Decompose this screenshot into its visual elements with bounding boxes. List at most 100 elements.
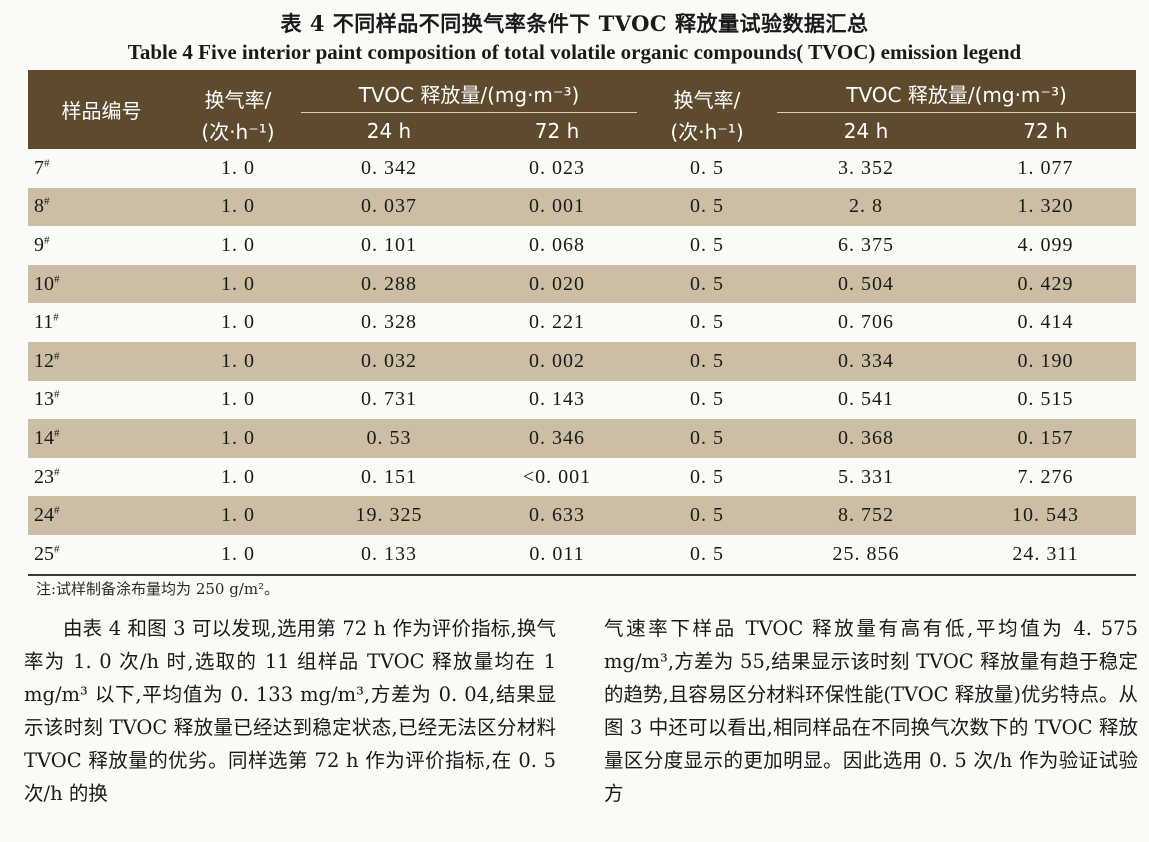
cell-24h-b: 0. 504 [777,264,956,304]
header-rate-b-unit: (次·h⁻¹) [637,112,778,149]
sample-number: 8 [34,195,44,218]
cell-72h-b: 0. 414 [1017,311,1074,334]
sample-mark: # [54,350,60,363]
cell-rate-b: 0. 5 [637,187,778,227]
sample-number: 10 [34,272,54,295]
cell-24h-b: 2. 8 [777,187,956,227]
table-body: 7# 1. 0 0. 342 0. 023 0. 5 3. 352 1. 077 8# 1. 0… [28,149,1137,576]
cell-24h-b: 8. 752 [777,496,956,535]
cell-72h-b: 10. 543 [955,496,1137,535]
cell-24h-a: 0. 032 [301,341,477,381]
sample-mark: # [54,465,60,478]
sample-mark: # [54,504,60,517]
header-rate-b: 换气率/ [637,70,778,113]
table-caption-chinese: 表 4 不同样品不同换气率条件下 TVOC 释放量试验数据汇总 [280,11,869,36]
table-note: 注:试样制备涂布量均为 250 g/m²。 [36,580,280,598]
cell-24h-b: 0. 334 [777,341,956,381]
cell-24h-b: 5. 331 [838,465,895,488]
cell-rate-b: 0. 5 [637,264,778,304]
sample-number: 12 [34,349,54,372]
cell-24h-a: 0. 101 [361,233,417,256]
sample-mark: # [54,388,60,401]
header-rate-a: 换气率/ [175,70,301,113]
cell-24h-a: 0. 151 [361,465,417,488]
cell-sample-id: 7# [28,149,175,188]
cell-24h-b: 0. 368 [777,419,956,458]
cell-72h-b: 24. 311 [955,534,1137,576]
sample-mark: # [44,195,50,208]
cell-sample-id: 8# [28,187,175,227]
cell-24h-a: 19. 325 [301,496,477,535]
cell-rate-a: 1. 0 [221,233,255,256]
sample-number: 23 [34,465,54,488]
cell-72h-a: 0. 023 [529,156,585,179]
cell-sample-id: 10# [28,264,175,304]
cell-24h-a: 0. 037 [301,187,477,227]
sample-number: 14 [34,426,54,449]
header-tvoc-a: TVOC 释放量/(mg·m⁻³) [301,70,638,113]
cell-rate-a: 1. 0 [221,311,255,334]
cell-24h-b: 3. 352 [838,156,895,179]
cell-24h-a: 0. 342 [361,156,417,179]
sample-number: 24 [34,504,54,527]
cell-sample-id: 23# [28,458,175,497]
table-row: 12# 1. 0 0. 032 0. 002 0. 5 0. 334 0. 190 [28,341,1137,381]
cell-rate-a: 1. 0 [175,341,301,381]
cell-sample-id: 13# [28,381,175,420]
body-text-left-column: 由表 4 和图 3 可以发现,选用第 72 h 作为评价指标,换气率为 1. 0… [24,612,556,810]
cell-72h-a: 0. 011 [477,534,638,576]
sample-mark: # [54,427,60,440]
cell-sample-id: 9# [28,226,175,265]
header-tvoc-b: TVOC 释放量/(mg·m⁻³) [777,70,1137,113]
table-row: 24# 1. 0 19. 325 0. 633 0. 5 8. 752 10. 543 [28,496,1137,535]
cell-rate-b: 0. 5 [637,419,778,458]
sample-number: 9 [34,233,44,256]
cell-sample-id: 25# [28,534,175,576]
sample-mark: # [44,234,50,247]
cell-24h-b: 0. 541 [838,388,895,411]
body-text-right-column: 气速率下样品 TVOC 释放量有高有低,平均值为 4. 575 mg/m³,方差… [604,612,1138,810]
table-row: 9# 1. 0 0. 101 0. 068 0. 5 6. 375 4. 099 [28,226,1136,265]
table-row: 7# 1. 0 0. 342 0. 023 0. 5 3. 352 1. 077 [28,149,1136,188]
cell-24h-b: 25. 856 [777,534,956,576]
table-row: 8# 1. 0 0. 037 0. 001 0. 5 2. 8 1. 320 [28,187,1137,227]
table-row: 11# 1. 0 0. 328 0. 221 0. 5 0. 706 0. 414 [28,303,1136,342]
cell-24h-b: 6. 375 [838,233,895,256]
cell-24h-a: 0. 53 [301,419,477,458]
sample-mark: # [44,157,50,170]
table-row: 23# 1. 0 0. 151 <0. 001 0. 5 5. 331 7. 276 [28,458,1136,497]
table-row: 10# 1. 0 0. 288 0. 020 0. 5 0. 504 0. 429 [28,264,1137,304]
cell-sample-id: 14# [28,419,175,458]
cell-rate-a: 1. 0 [221,388,255,411]
cell-rate-a: 1. 0 [175,419,301,458]
cell-72h-b: 0. 515 [1017,388,1074,411]
cell-rate-b: 0. 5 [637,496,778,535]
cell-24h-a: 0. 133 [301,534,477,576]
body-paragraph-left: 由表 4 和图 3 可以发现,选用第 72 h 作为评价指标,换气率为 1. 0… [24,617,556,805]
cell-24h-a: 0. 328 [361,311,417,334]
cell-24h-a: 0. 288 [301,264,477,304]
body-paragraph-right: 气速率下样品 TVOC 释放量有高有低,平均值为 4. 575 mg/m³,方差… [604,617,1138,805]
header-72h-b: 72 h [955,112,1137,149]
cell-72h-a: 0. 143 [529,388,585,411]
cell-72h-a: <0. 001 [522,465,592,488]
table-row: 13# 1. 0 0. 731 0. 143 0. 5 0. 541 0. 515 [28,381,1136,420]
cell-rate-b: 0. 5 [637,341,778,381]
cell-sample-id: 12# [28,341,175,381]
header-sample-id: 样品编号 [28,70,175,149]
sample-number: 7 [34,156,44,179]
cell-rate-b: 0. 5 [690,156,725,179]
table-caption-english: Table 4 Five interior paint composition … [127,40,1022,64]
sample-mark: # [54,272,60,285]
cell-rate-b: 0. 5 [690,311,725,334]
cell-72h-a: 0. 221 [529,311,585,334]
table-row: 14# 1. 0 0. 53 0. 346 0. 5 0. 368 0. 157 [28,419,1137,458]
header-72h-a: 72 h [477,112,638,149]
cell-rate-b: 0. 5 [637,534,778,576]
cell-rate-a: 1. 0 [221,156,255,179]
cell-72h-b: 7. 276 [1017,465,1074,488]
table-header: 样品编号 换气率/ TVOC 释放量/(mg·m⁻³) 换气率/ TVOC 释放… [28,70,1137,149]
cell-24h-b: 0. 706 [838,311,895,334]
sample-number: 11 [34,311,54,334]
cell-72h-a: 0. 068 [529,233,585,256]
